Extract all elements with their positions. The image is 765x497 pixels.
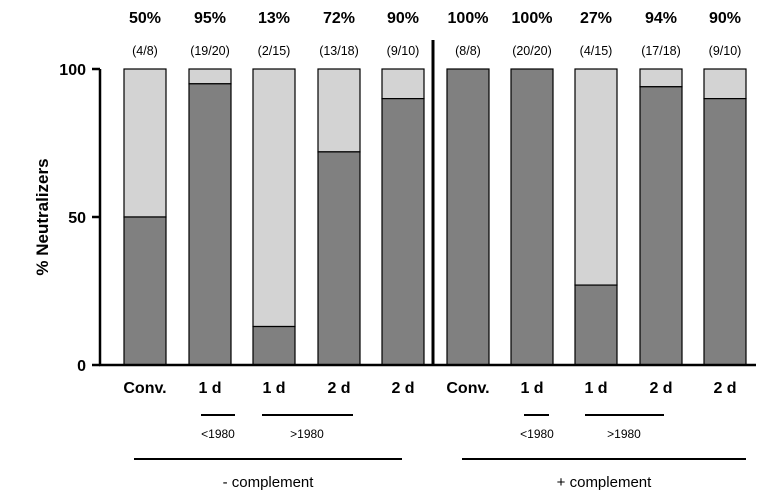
group-label: - complement: [223, 474, 315, 491]
bar-segment-neutralizers: [123, 216, 167, 366]
percent-label: 72%: [323, 10, 355, 27]
fraction-label: (9/10): [709, 44, 742, 58]
y-tick-label: 0: [77, 358, 86, 375]
percent-label: 90%: [387, 10, 419, 27]
bar-segment-neutralizers: [639, 86, 683, 366]
group-label: + complement: [557, 474, 652, 491]
fraction-label: (8/8): [455, 44, 481, 58]
annotations: 50% (4/8) 95% (19/20) 13% (2/15) 72% (13/18) 90%…: [129, 10, 741, 58]
category-label: 1 d: [584, 380, 607, 397]
bar-segment-neutralizers: [381, 97, 425, 366]
bar-segment-remainder: [252, 68, 296, 328]
fraction-label: (13/18): [319, 44, 359, 58]
bar-segment-neutralizers: [252, 325, 296, 366]
fraction-label: (4/15): [580, 44, 613, 58]
category-labels: Conv. 1 d 1 d 2 d 2 d Conv. 1 d 1 d 2 d 2 d: [123, 380, 736, 397]
y-tick-label: 100: [59, 62, 86, 79]
fraction-label: (2/15): [258, 44, 291, 58]
bar-segment-neutralizers: [574, 284, 618, 366]
category-label: 2 d: [649, 380, 672, 397]
percent-label: 13%: [258, 10, 290, 27]
subgroup-label: >1980: [607, 427, 641, 441]
percent-label: 90%: [709, 10, 741, 27]
bar-segment-neutralizers: [317, 151, 361, 366]
fraction-label: (20/20): [512, 44, 552, 58]
y-tick-label: 50: [68, 210, 86, 227]
fraction-label: (9/10): [387, 44, 420, 58]
category-label: Conv.: [446, 380, 489, 397]
percent-label: 27%: [580, 10, 612, 27]
category-label: 1 d: [198, 380, 221, 397]
bar-segment-remainder: [381, 68, 425, 100]
percent-label: 50%: [129, 10, 161, 27]
bars: [123, 68, 747, 366]
bar-segment-neutralizers: [188, 83, 232, 366]
subgroup-label: <1980: [520, 427, 554, 441]
fraction-label: (19/20): [190, 44, 230, 58]
bar-segment-remainder: [188, 68, 232, 85]
fraction-label: (17/18): [641, 44, 681, 58]
y-axis-ticks: 0 50 100: [59, 62, 100, 375]
bar-segment-remainder: [574, 68, 618, 286]
subgroup-label: >1980: [290, 427, 324, 441]
percent-label: 100%: [448, 10, 489, 27]
bar-segment-remainder: [317, 68, 361, 153]
percent-label: 100%: [512, 10, 553, 27]
subgroup-labels: <1980 >1980 <1980 >1980: [201, 414, 664, 441]
percent-label: 94%: [645, 10, 677, 27]
category-label: 2 d: [391, 380, 414, 397]
category-label: 1 d: [262, 380, 285, 397]
subgroup-label: <1980: [201, 427, 235, 441]
bar-segment-neutralizers: [703, 97, 747, 366]
bar-segment-remainder: [123, 68, 167, 218]
percent-label: 95%: [194, 10, 226, 27]
bar-segment-neutralizers: [446, 68, 490, 366]
category-label: 2 d: [713, 380, 736, 397]
category-label: 2 d: [327, 380, 350, 397]
fraction-label: (4/8): [132, 44, 158, 58]
bar-segment-remainder: [639, 68, 683, 88]
y-axis-label: % Neutralizers: [33, 158, 52, 275]
bar-segment-neutralizers: [510, 68, 554, 366]
category-label: 1 d: [520, 380, 543, 397]
group-labels: - complement + complement: [134, 458, 746, 491]
bar-segment-remainder: [703, 68, 747, 100]
category-label: Conv.: [123, 380, 166, 397]
